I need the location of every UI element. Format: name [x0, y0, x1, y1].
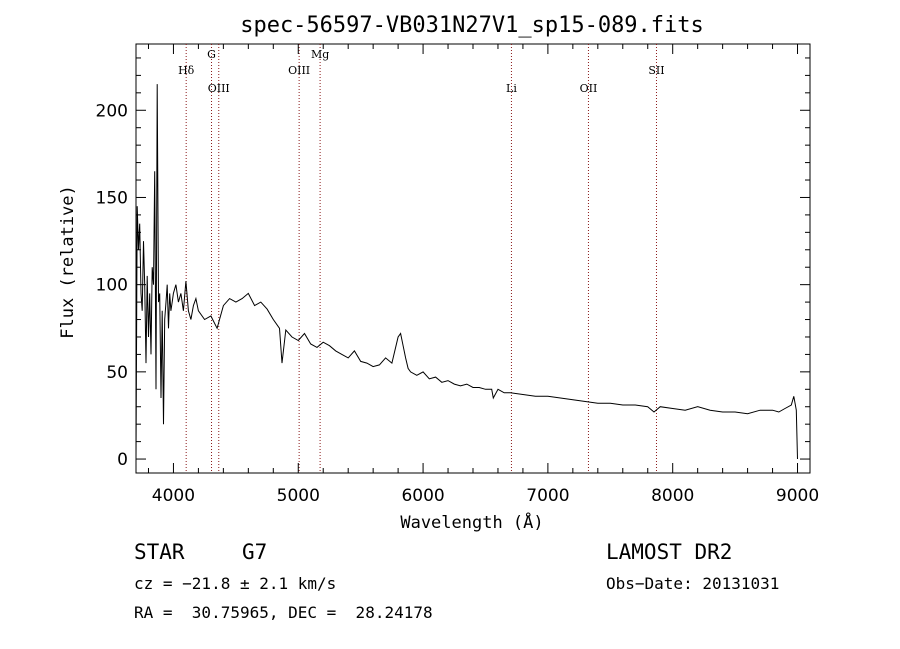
- spectral-line-label: Li: [506, 82, 517, 95]
- spectral-line-label: OII: [580, 82, 598, 95]
- axis-ticks: 4000 5000 6000 7000 8000 9000 0 50 100 150 200: [96, 44, 819, 506]
- y-tick-label: 0: [117, 450, 128, 470]
- spectral-line-label: SII: [648, 64, 664, 77]
- coordinates: RA = 30.75965, DEC = 28.24178: [134, 603, 433, 622]
- x-tick-label: 4000: [152, 486, 195, 506]
- x-tick-label: 7000: [526, 486, 569, 506]
- object-subclass: G7: [242, 540, 268, 564]
- spectral-line-label: Hδ: [178, 64, 195, 77]
- spectral-line-label: Mg: [311, 48, 329, 61]
- observation-date: Obs−Date: 20131031: [606, 574, 780, 593]
- spectrum-line: [135, 84, 798, 460]
- y-tick-label: 50: [106, 363, 128, 383]
- y-axis-label: Flux (relative): [58, 185, 78, 339]
- redshift-value: cz = −21.8 ± 2.1 km/s: [134, 574, 337, 593]
- x-tick-label: 6000: [401, 486, 444, 506]
- y-tick-label: 200: [96, 101, 128, 121]
- y-tick-label: 100: [96, 276, 128, 296]
- x-tick-label: 5000: [277, 486, 320, 506]
- x-tick-label: 8000: [651, 486, 694, 506]
- x-tick-label: 9000: [776, 486, 819, 506]
- object-class: STAR: [134, 540, 185, 564]
- chart-title: spec-56597-VB031N27V1_sp15-089.fits: [240, 13, 704, 38]
- survey-name: LAMOST DR2: [606, 540, 733, 564]
- spectral-line-label: G: [207, 48, 216, 61]
- spectral-line-label: OIII: [208, 82, 230, 95]
- plot-frame: [135, 43, 811, 474]
- spectral-line-label: OIII: [288, 64, 310, 77]
- y-tick-label: 150: [96, 188, 128, 208]
- x-axis-label: Wavelength (Å): [400, 511, 543, 533]
